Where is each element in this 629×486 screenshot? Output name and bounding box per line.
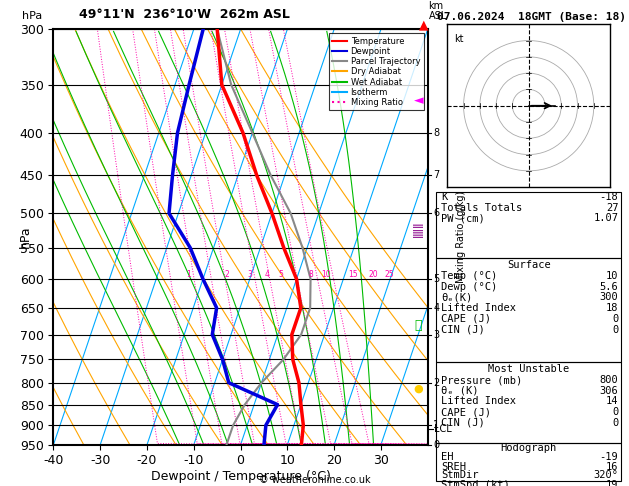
Text: 4: 4: [265, 270, 270, 279]
Text: 20: 20: [369, 270, 378, 279]
Text: 1: 1: [433, 420, 440, 430]
Text: -19: -19: [599, 452, 618, 462]
Text: 16: 16: [606, 462, 618, 471]
Text: 15: 15: [348, 270, 358, 279]
Text: ●: ●: [413, 384, 423, 394]
Text: 800: 800: [599, 375, 618, 385]
Text: 0: 0: [433, 440, 440, 450]
Text: Temp (°C): Temp (°C): [441, 271, 497, 281]
Text: 10: 10: [321, 270, 330, 279]
Text: 2: 2: [224, 270, 229, 279]
Text: Totals Totals: Totals Totals: [441, 203, 522, 212]
Text: 3: 3: [433, 330, 440, 340]
Text: 07.06.2024  18GMT (Base: 18): 07.06.2024 18GMT (Base: 18): [437, 12, 626, 22]
Text: ◄: ◄: [413, 94, 423, 107]
Text: 0: 0: [612, 325, 618, 334]
Text: SREH: SREH: [441, 462, 466, 471]
Text: Pressure (mb): Pressure (mb): [441, 375, 522, 385]
Text: 49°11'N  236°10'W  262m ASL: 49°11'N 236°10'W 262m ASL: [79, 8, 290, 21]
Text: 27: 27: [606, 203, 618, 212]
Text: CIN (J): CIN (J): [441, 325, 485, 334]
Text: LCL: LCL: [434, 424, 452, 434]
Text: θₑ (K): θₑ (K): [441, 386, 479, 396]
Text: 306: 306: [599, 386, 618, 396]
Text: km
ASL: km ASL: [428, 1, 447, 21]
Text: 19: 19: [606, 480, 618, 486]
Text: kt: kt: [454, 34, 464, 44]
Text: 8: 8: [309, 270, 313, 279]
Text: Lifted Index: Lifted Index: [441, 397, 516, 406]
Text: ⨿: ⨿: [415, 319, 422, 332]
Text: PW (cm): PW (cm): [441, 213, 485, 223]
Text: CIN (J): CIN (J): [441, 418, 485, 428]
Text: 8: 8: [433, 128, 440, 138]
Text: hPa: hPa: [21, 11, 42, 21]
Text: CAPE (J): CAPE (J): [441, 407, 491, 417]
Text: 18: 18: [606, 303, 618, 313]
Text: 2: 2: [433, 378, 440, 388]
Text: 6: 6: [433, 208, 440, 218]
Text: Hodograph: Hodograph: [501, 443, 557, 453]
Text: 5: 5: [279, 270, 284, 279]
Text: 10: 10: [606, 271, 618, 281]
Text: Most Unstable: Most Unstable: [488, 364, 569, 374]
Text: Dewp (°C): Dewp (°C): [441, 282, 497, 292]
Text: StmSpd (kt): StmSpd (kt): [441, 480, 509, 486]
Text: 4: 4: [433, 303, 440, 313]
Text: EH: EH: [441, 452, 454, 462]
Text: 0: 0: [612, 407, 618, 417]
Text: 320°: 320°: [593, 470, 618, 480]
Text: K: K: [441, 192, 447, 202]
Text: hPa: hPa: [19, 226, 32, 248]
Text: ▲: ▲: [418, 19, 428, 32]
Text: 7: 7: [433, 170, 440, 180]
X-axis label: Dewpoint / Temperature (°C): Dewpoint / Temperature (°C): [151, 470, 330, 483]
Text: -18: -18: [599, 192, 618, 202]
Text: StmDir: StmDir: [441, 470, 479, 480]
Text: CAPE (J): CAPE (J): [441, 314, 491, 324]
Legend: Temperature, Dewpoint, Parcel Trajectory, Dry Adiabat, Wet Adiabat, Isotherm, Mi: Temperature, Dewpoint, Parcel Trajectory…: [329, 34, 423, 110]
Text: 3: 3: [248, 270, 252, 279]
Text: 5.6: 5.6: [599, 282, 618, 292]
Text: 0: 0: [612, 314, 618, 324]
Text: © weatheronline.co.uk: © weatheronline.co.uk: [259, 475, 370, 485]
Text: 1: 1: [186, 270, 191, 279]
Text: 14: 14: [606, 397, 618, 406]
Text: Mixing Ratio (g/kg): Mixing Ratio (g/kg): [457, 191, 466, 283]
Text: 5: 5: [433, 274, 440, 284]
Text: Surface: Surface: [507, 260, 550, 270]
Text: ǁǁǁ: ǁǁǁ: [413, 220, 423, 237]
Text: Lifted Index: Lifted Index: [441, 303, 516, 313]
Text: 1.07: 1.07: [593, 213, 618, 223]
Text: 25: 25: [385, 270, 394, 279]
Text: 0: 0: [612, 418, 618, 428]
Text: 300: 300: [599, 293, 618, 302]
Text: θₑ(K): θₑ(K): [441, 293, 472, 302]
